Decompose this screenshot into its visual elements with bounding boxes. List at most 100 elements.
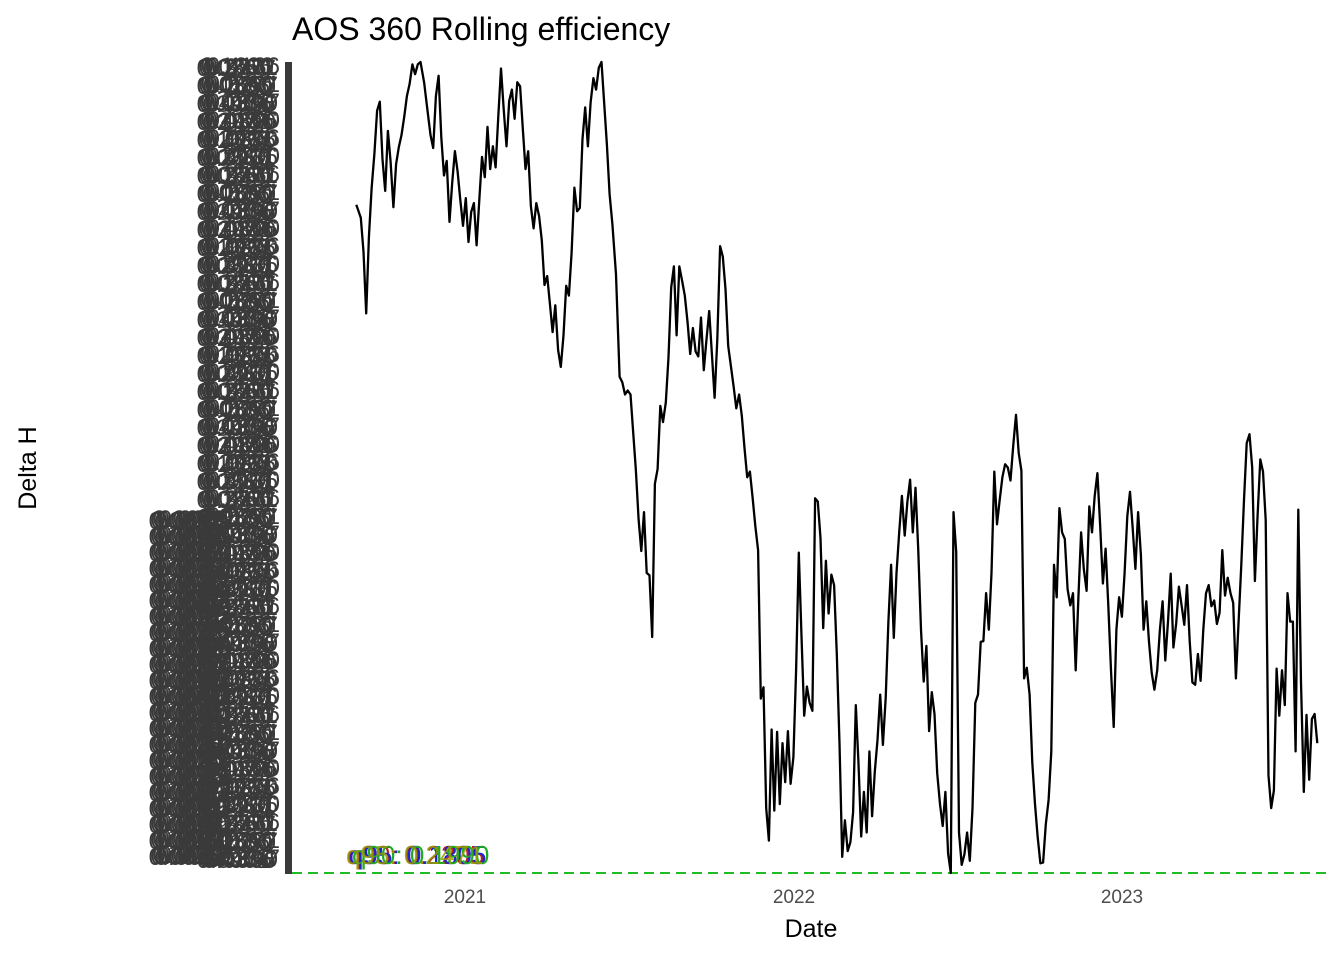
overlapping-y-label: 0.0041: [155, 732, 228, 759]
quantile-label: q95: 0.2471: [346, 840, 483, 870]
overlapping-y-label: 0.0012: [149, 700, 222, 727]
overlapping-y-label: 0.2777: [197, 325, 270, 352]
overlapping-y-label: 0.3901: [207, 611, 280, 638]
overlapping-y-label: 0.4136: [201, 107, 274, 134]
overlapping-y-label: 0.0025: [157, 507, 230, 534]
overlapping-y-label: 0.1690: [201, 485, 274, 512]
overlapping-y-label: 0.0059: [155, 620, 228, 647]
overlapping-y-label: 0.3901: [197, 91, 270, 118]
overlapping-y-label: 0.0033: [155, 668, 228, 695]
overlapping-y-label: 0.3901: [205, 162, 278, 189]
overlapping-y-label: 0.2777: [197, 217, 270, 244]
overlapping-y-label: 0.4136: [203, 667, 276, 694]
overlapping-y-label: 0.1690: [203, 505, 276, 532]
overlapping-y-label: 0.0070: [155, 508, 228, 535]
overlapping-y-label: 0.0012: [149, 796, 222, 823]
overlapping-y-label: 0.2777: [201, 251, 274, 278]
overlapping-y-label: 0.4136: [203, 451, 276, 478]
overlapping-y-label: 0.0866: [199, 486, 272, 513]
overlapping-y-label: 0.0866: [199, 702, 272, 729]
overlapping-y-label: 0.3901: [199, 216, 272, 243]
overlapping-y-label: 0.0012: [159, 682, 232, 709]
overlapping-y-label: 0.0866: [201, 719, 274, 746]
overlapping-y-label: 0.0012: [153, 538, 226, 565]
overlapping-y-label: 0.0033: [159, 698, 232, 725]
overlapping-y-label: 0.2777: [203, 811, 276, 838]
overlapping-y-label: 0.0012: [149, 508, 222, 535]
overlapping-y-label: 0.0059: [157, 827, 230, 854]
overlapping-y-label: 0.0866: [199, 270, 272, 297]
overlapping-y-label: 0.1690: [207, 323, 280, 350]
overlapping-y-label: 0.2777: [203, 379, 276, 406]
overlapping-y-label: 0.0070: [149, 844, 222, 871]
overlapping-y-label: 0.4136: [199, 738, 272, 765]
overlapping-y-label: 0.1690: [201, 377, 274, 404]
overlapping-y-label: 0.0033: [155, 572, 228, 599]
overlapping-y-label: 0.0033: [159, 794, 232, 821]
overlapping-y-label: 0.3901: [207, 179, 280, 206]
overlapping-y-label: 0.2777: [203, 55, 276, 82]
overlapping-y-label: 0.0390: [197, 163, 270, 190]
overlapping-y-label: 0.2777: [207, 629, 280, 656]
y-axis-title: Delta H: [14, 426, 42, 509]
overlapping-y-labels-left: 0.00330.00250.00700.00590.00410.00120.00…: [149, 506, 232, 871]
overlapping-y-label: 0.2777: [205, 504, 278, 531]
overlapping-y-label: 0.1690: [205, 738, 278, 765]
overlapping-y-label: 0.0866: [203, 739, 276, 766]
overlapping-y-label: 0.0025: [151, 747, 224, 774]
overlapping-y-label: 0.3901: [203, 685, 276, 712]
overlapping-y-label: 0.0390: [205, 774, 278, 801]
overlapping-y-label: 0.0025: [153, 666, 226, 693]
overlapping-y-label: 0.1690: [203, 73, 276, 100]
overlapping-y-label: 0.4136: [199, 414, 272, 441]
overlapping-y-label: 0.0041: [153, 618, 226, 645]
overlapping-y-label: 0.3901: [205, 378, 278, 405]
overlapping-y-label: 0.1690: [203, 829, 276, 856]
overlapping-y-label: 0.0390: [205, 666, 278, 693]
overlapping-y-label: 0.0025: [159, 522, 232, 549]
overlapping-y-label: 0.3901: [197, 847, 270, 874]
overlapping-y-label: 0.0070: [159, 730, 232, 757]
overlapping-y-label: 0.3901: [199, 756, 272, 783]
overlapping-y-label: 0.0012: [151, 619, 224, 646]
overlapping-y-label: 0.1690: [205, 846, 278, 873]
overlapping-y-label: 0.3901: [199, 432, 272, 459]
overlapping-y-label: 0.4136: [201, 215, 274, 242]
overlapping-y-label: 0.0012: [151, 811, 224, 838]
overlapping-y-label: 0.0070: [159, 826, 232, 853]
overlapping-y-label: 0.1690: [201, 701, 274, 728]
overlapping-y-label: 0.1690: [197, 559, 270, 586]
overlapping-y-label: 0.0041: [157, 651, 230, 678]
overlapping-y-label: 0.0866: [207, 557, 280, 584]
overlapping-y-label: 0.0070: [155, 796, 228, 823]
overlapping-y-label: 0.1690: [207, 431, 280, 458]
overlapping-y-label: 0.0059: [157, 635, 230, 662]
overlapping-y-label: 0.3901: [197, 523, 270, 550]
overlapping-y-label: 0.2777: [205, 72, 278, 99]
overlapping-y-label: 0.0059: [159, 650, 232, 677]
quantile-label: q90: 0.1990: [352, 840, 489, 870]
overlapping-y-label: 0.0012: [153, 634, 226, 661]
overlapping-y-label: 0.2777: [197, 757, 270, 784]
overlapping-y-label: 0.0866: [197, 145, 270, 172]
overlapping-y-label: 0.3901: [197, 199, 270, 226]
overlapping-y-label: 0.0012: [157, 667, 230, 694]
overlapping-y-label: 0.4136: [201, 647, 274, 674]
overlapping-y-label: 0.0041: [157, 555, 230, 582]
overlapping-y-label: 0.0033: [151, 827, 224, 854]
overlapping-y-label: 0.0390: [203, 109, 276, 136]
overlapping-y-label: 0.2777: [201, 683, 274, 710]
overlapping-y-label: 0.4136: [201, 431, 274, 458]
overlapping-y-label: 0.0866: [205, 756, 278, 783]
overlapping-y-label: 0.0390: [207, 359, 280, 386]
overlapping-y-label: 0.0059: [155, 812, 228, 839]
quantile-label: q95: 0.1805: [349, 840, 486, 870]
overlapping-y-label: 0.4136: [203, 559, 276, 586]
overlapping-y-label: 0.0390: [201, 629, 274, 656]
overlapping-y-label: 0.0390: [197, 703, 270, 730]
overlapping-y-label: 0.3901: [197, 631, 270, 658]
overlapping-y-label: 0.4136: [205, 576, 278, 603]
overlapping-y-label: 0.0025: [155, 588, 228, 615]
